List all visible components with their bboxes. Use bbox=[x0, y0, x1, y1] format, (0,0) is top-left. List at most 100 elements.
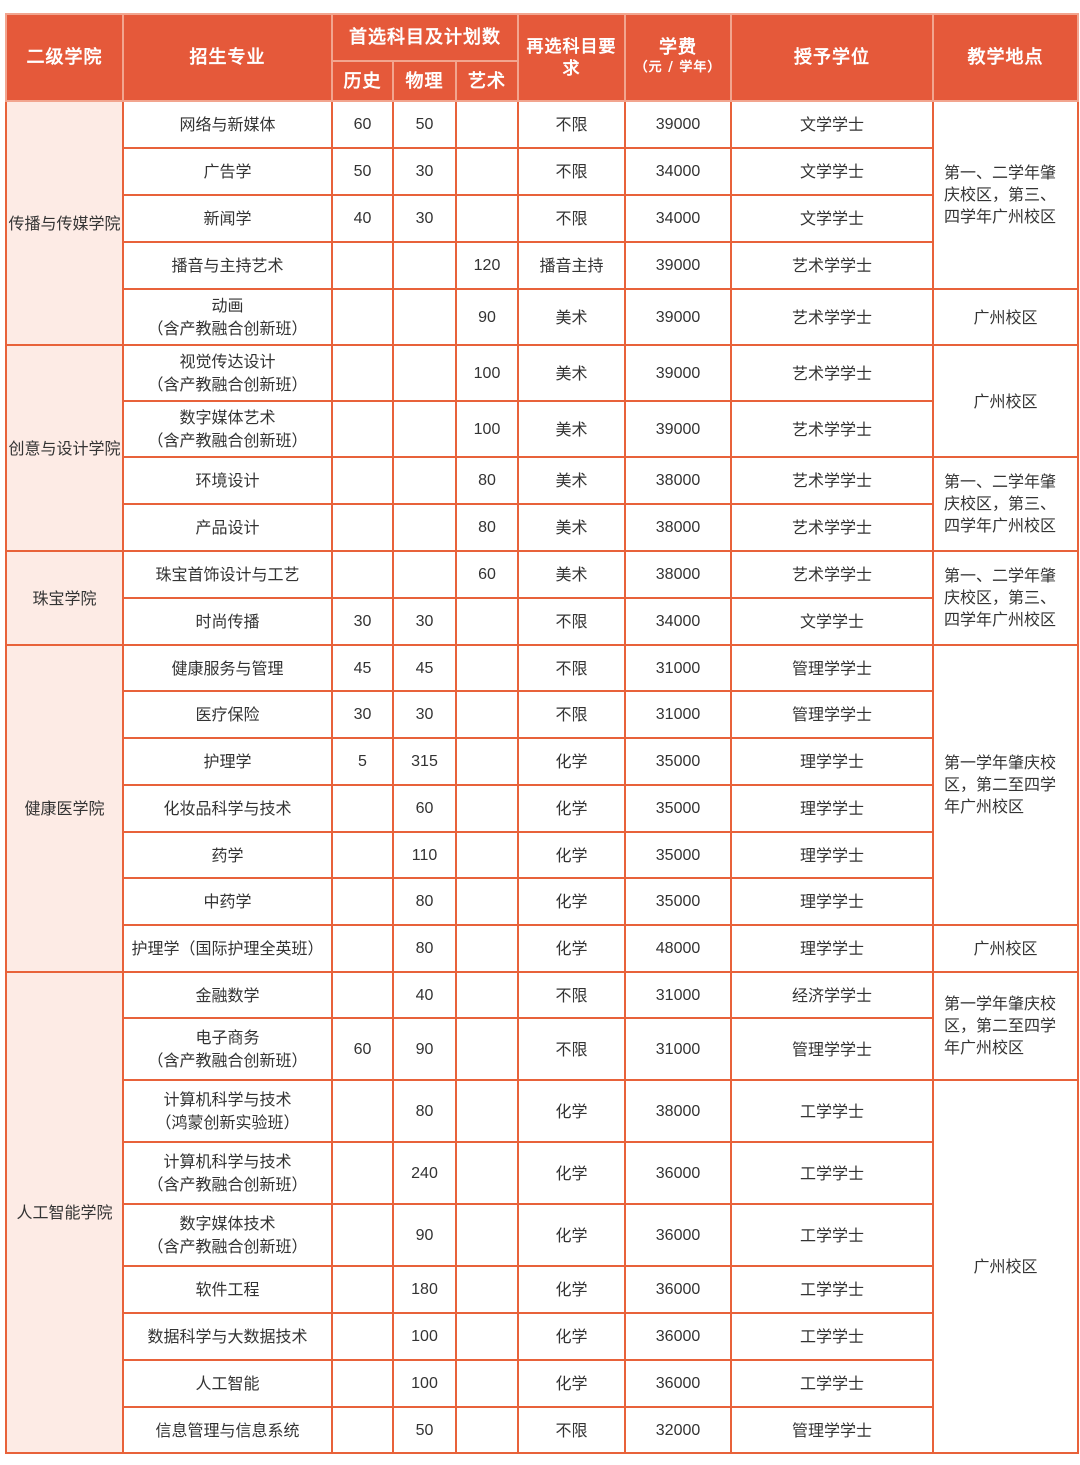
table-row: 数据科学与大数据技术 100 化学 36000 工学学士 bbox=[6, 1312, 1078, 1361]
art-count-cell: 100 bbox=[454, 344, 520, 402]
reselect-requirement-cell: 不限 bbox=[517, 194, 627, 243]
reselect-requirement-cell: 化学 bbox=[517, 831, 627, 879]
history-count-cell bbox=[331, 344, 394, 402]
art-count-cell: 100 bbox=[454, 400, 520, 458]
history-count-cell: 50 bbox=[331, 147, 394, 196]
table-row: 医疗保险 30 30 不限 31000 管理学学士 bbox=[6, 690, 1078, 739]
art-count-cell bbox=[454, 1359, 520, 1408]
physics-count-cell: 50 bbox=[392, 100, 457, 149]
location-cell: 广州校区 bbox=[932, 344, 1080, 458]
reselect-requirement-cell: 化学 bbox=[517, 1079, 627, 1143]
physics-count-cell: 30 bbox=[392, 597, 457, 646]
reselect-requirement-cell: 不限 bbox=[517, 690, 627, 739]
physics-count-cell: 240 bbox=[392, 1141, 457, 1205]
major-cell: 中药学 bbox=[122, 877, 333, 926]
major-name-line: （含产教融合创新班） bbox=[147, 431, 308, 450]
reselect-requirement-cell: 美术 bbox=[517, 550, 627, 599]
physics-count-cell: 315 bbox=[392, 737, 457, 786]
reselect-requirement-cell: 美术 bbox=[517, 400, 627, 458]
degree-cell: 文学学士 bbox=[730, 147, 935, 196]
major-cell: 动画 （含产教融合创新班） bbox=[122, 288, 333, 346]
location-cell: 广州校区 bbox=[932, 1079, 1080, 1454]
fee-cell: 36000 bbox=[624, 1265, 733, 1314]
reselect-requirement-cell: 不限 bbox=[517, 971, 627, 1019]
reselect-requirement-cell: 化学 bbox=[517, 1312, 627, 1361]
fee-cell: 38000 bbox=[624, 503, 733, 552]
degree-cell: 管理学学士 bbox=[730, 644, 935, 692]
degree-cell: 工学学士 bbox=[730, 1203, 935, 1267]
college-cell: 珠宝学院 bbox=[5, 550, 124, 646]
major-cell: 护理学（国际护理全英班） bbox=[122, 924, 333, 973]
fee-cell: 35000 bbox=[624, 831, 733, 879]
major-cell: 药学 bbox=[122, 831, 333, 879]
physics-count-cell bbox=[392, 241, 457, 290]
history-count-cell: 40 bbox=[331, 194, 394, 243]
degree-cell: 管理学学士 bbox=[730, 1406, 935, 1454]
history-count-cell bbox=[331, 1079, 394, 1143]
major-name-line: 数字媒体艺术 bbox=[179, 408, 276, 427]
reselect-requirement-cell: 化学 bbox=[517, 924, 627, 973]
major-cell: 健康服务与管理 bbox=[122, 644, 333, 692]
reselect-requirement-cell: 化学 bbox=[517, 1203, 627, 1267]
header-fee: 学费 （元 / 学年） bbox=[624, 13, 733, 102]
history-count-cell bbox=[331, 1141, 394, 1205]
fee-cell: 31000 bbox=[624, 1017, 733, 1081]
physics-count-cell: 30 bbox=[392, 147, 457, 196]
physics-count-cell bbox=[392, 550, 457, 599]
art-count-cell bbox=[454, 1265, 520, 1314]
degree-cell: 理学学士 bbox=[730, 784, 935, 833]
major-cell: 化妆品科学与技术 bbox=[122, 784, 333, 833]
degree-cell: 工学学士 bbox=[730, 1265, 935, 1314]
college-cell: 传播与传媒学院 bbox=[5, 100, 124, 346]
physics-count-cell: 80 bbox=[392, 924, 457, 973]
header-fee-label: 学费 bbox=[659, 36, 698, 58]
college-cell: 健康医学院 bbox=[5, 644, 124, 973]
table-row: 软件工程 180 化学 36000 工学学士 bbox=[6, 1265, 1078, 1314]
table-row: 广告学 50 30 不限 34000 文学学士 bbox=[6, 147, 1078, 196]
table-row: 传播与传媒学院 网络与新媒体 60 50 不限 39000 文学学士 第一、二学年肇庆校区，第… bbox=[5, 100, 1080, 346]
major-cell: 环境设计 bbox=[122, 456, 333, 505]
art-count-cell: 60 bbox=[454, 550, 520, 599]
physics-count-cell: 50 bbox=[392, 1406, 457, 1454]
fee-cell: 32000 bbox=[624, 1406, 733, 1454]
major-cell: 金融数学 bbox=[122, 971, 333, 1019]
degree-cell: 文学学士 bbox=[730, 100, 935, 149]
table-row: 珠宝学院 珠宝首饰设计与工艺 60 美术 38000 艺术学学士 第一、二学年肇庆校区，第三… bbox=[5, 550, 1080, 646]
fee-cell: 34000 bbox=[624, 597, 733, 646]
major-cell: 计算机科学与技术 （鸿蒙创新实验班） bbox=[122, 1079, 333, 1143]
art-count-cell: 80 bbox=[454, 456, 520, 505]
table-row: 健康医学院 健康服务与管理 45 45 不限 31000 管理学学士 第一学年肇庆校区，第二至… bbox=[5, 644, 1080, 973]
art-count-cell bbox=[454, 831, 520, 879]
physics-count-cell bbox=[392, 288, 457, 346]
art-count-cell bbox=[454, 924, 520, 973]
degree-cell: 管理学学士 bbox=[730, 690, 935, 739]
major-cell: 数字媒体技术 （含产教融合创新班） bbox=[122, 1203, 333, 1267]
art-count-cell bbox=[454, 1312, 520, 1361]
major-cell: 产品设计 bbox=[122, 503, 333, 552]
physics-count-cell: 110 bbox=[392, 831, 457, 879]
reselect-requirement-cell: 化学 bbox=[517, 1359, 627, 1408]
physics-count-cell: 80 bbox=[392, 1079, 457, 1143]
table-row: 计算机科学与技术 （鸿蒙创新实验班） 80 化学 38000 工学学士 广州校区 bbox=[6, 1079, 1080, 1454]
physics-count-cell: 60 bbox=[392, 784, 457, 833]
reselect-requirement-cell: 不限 bbox=[517, 597, 627, 646]
history-count-cell bbox=[331, 1359, 394, 1408]
enrollment-plan-table: 二级学院 招生专业 首选科目及计划数 再选科目要求 学费 （元 / 学年） 授予… bbox=[5, 13, 1080, 1454]
table-row: 药学 110 化学 35000 理学学士 bbox=[6, 831, 1078, 879]
degree-cell: 艺术学学士 bbox=[730, 550, 935, 599]
fee-cell: 38000 bbox=[624, 1079, 733, 1143]
art-count-cell: 90 bbox=[454, 288, 520, 346]
header-college: 二级学院 bbox=[5, 13, 124, 102]
fee-cell: 31000 bbox=[624, 644, 733, 692]
art-count-cell bbox=[454, 1203, 520, 1267]
table-row: 信息管理与信息系统 50 不限 32000 管理学学士 bbox=[6, 1406, 1078, 1454]
degree-cell: 艺术学学士 bbox=[730, 503, 935, 552]
major-name-line: 健康服务与管理 bbox=[171, 658, 284, 678]
major-name-line: （含产教融合创新班） bbox=[147, 1175, 308, 1194]
header-reselect: 再选科目要求 bbox=[517, 13, 627, 102]
physics-count-cell: 80 bbox=[392, 877, 457, 926]
fee-cell: 39000 bbox=[624, 288, 733, 346]
major-name-line: （含产教融合创新班） bbox=[147, 319, 308, 338]
physics-count-cell: 30 bbox=[392, 690, 457, 739]
history-count-cell bbox=[331, 288, 394, 346]
